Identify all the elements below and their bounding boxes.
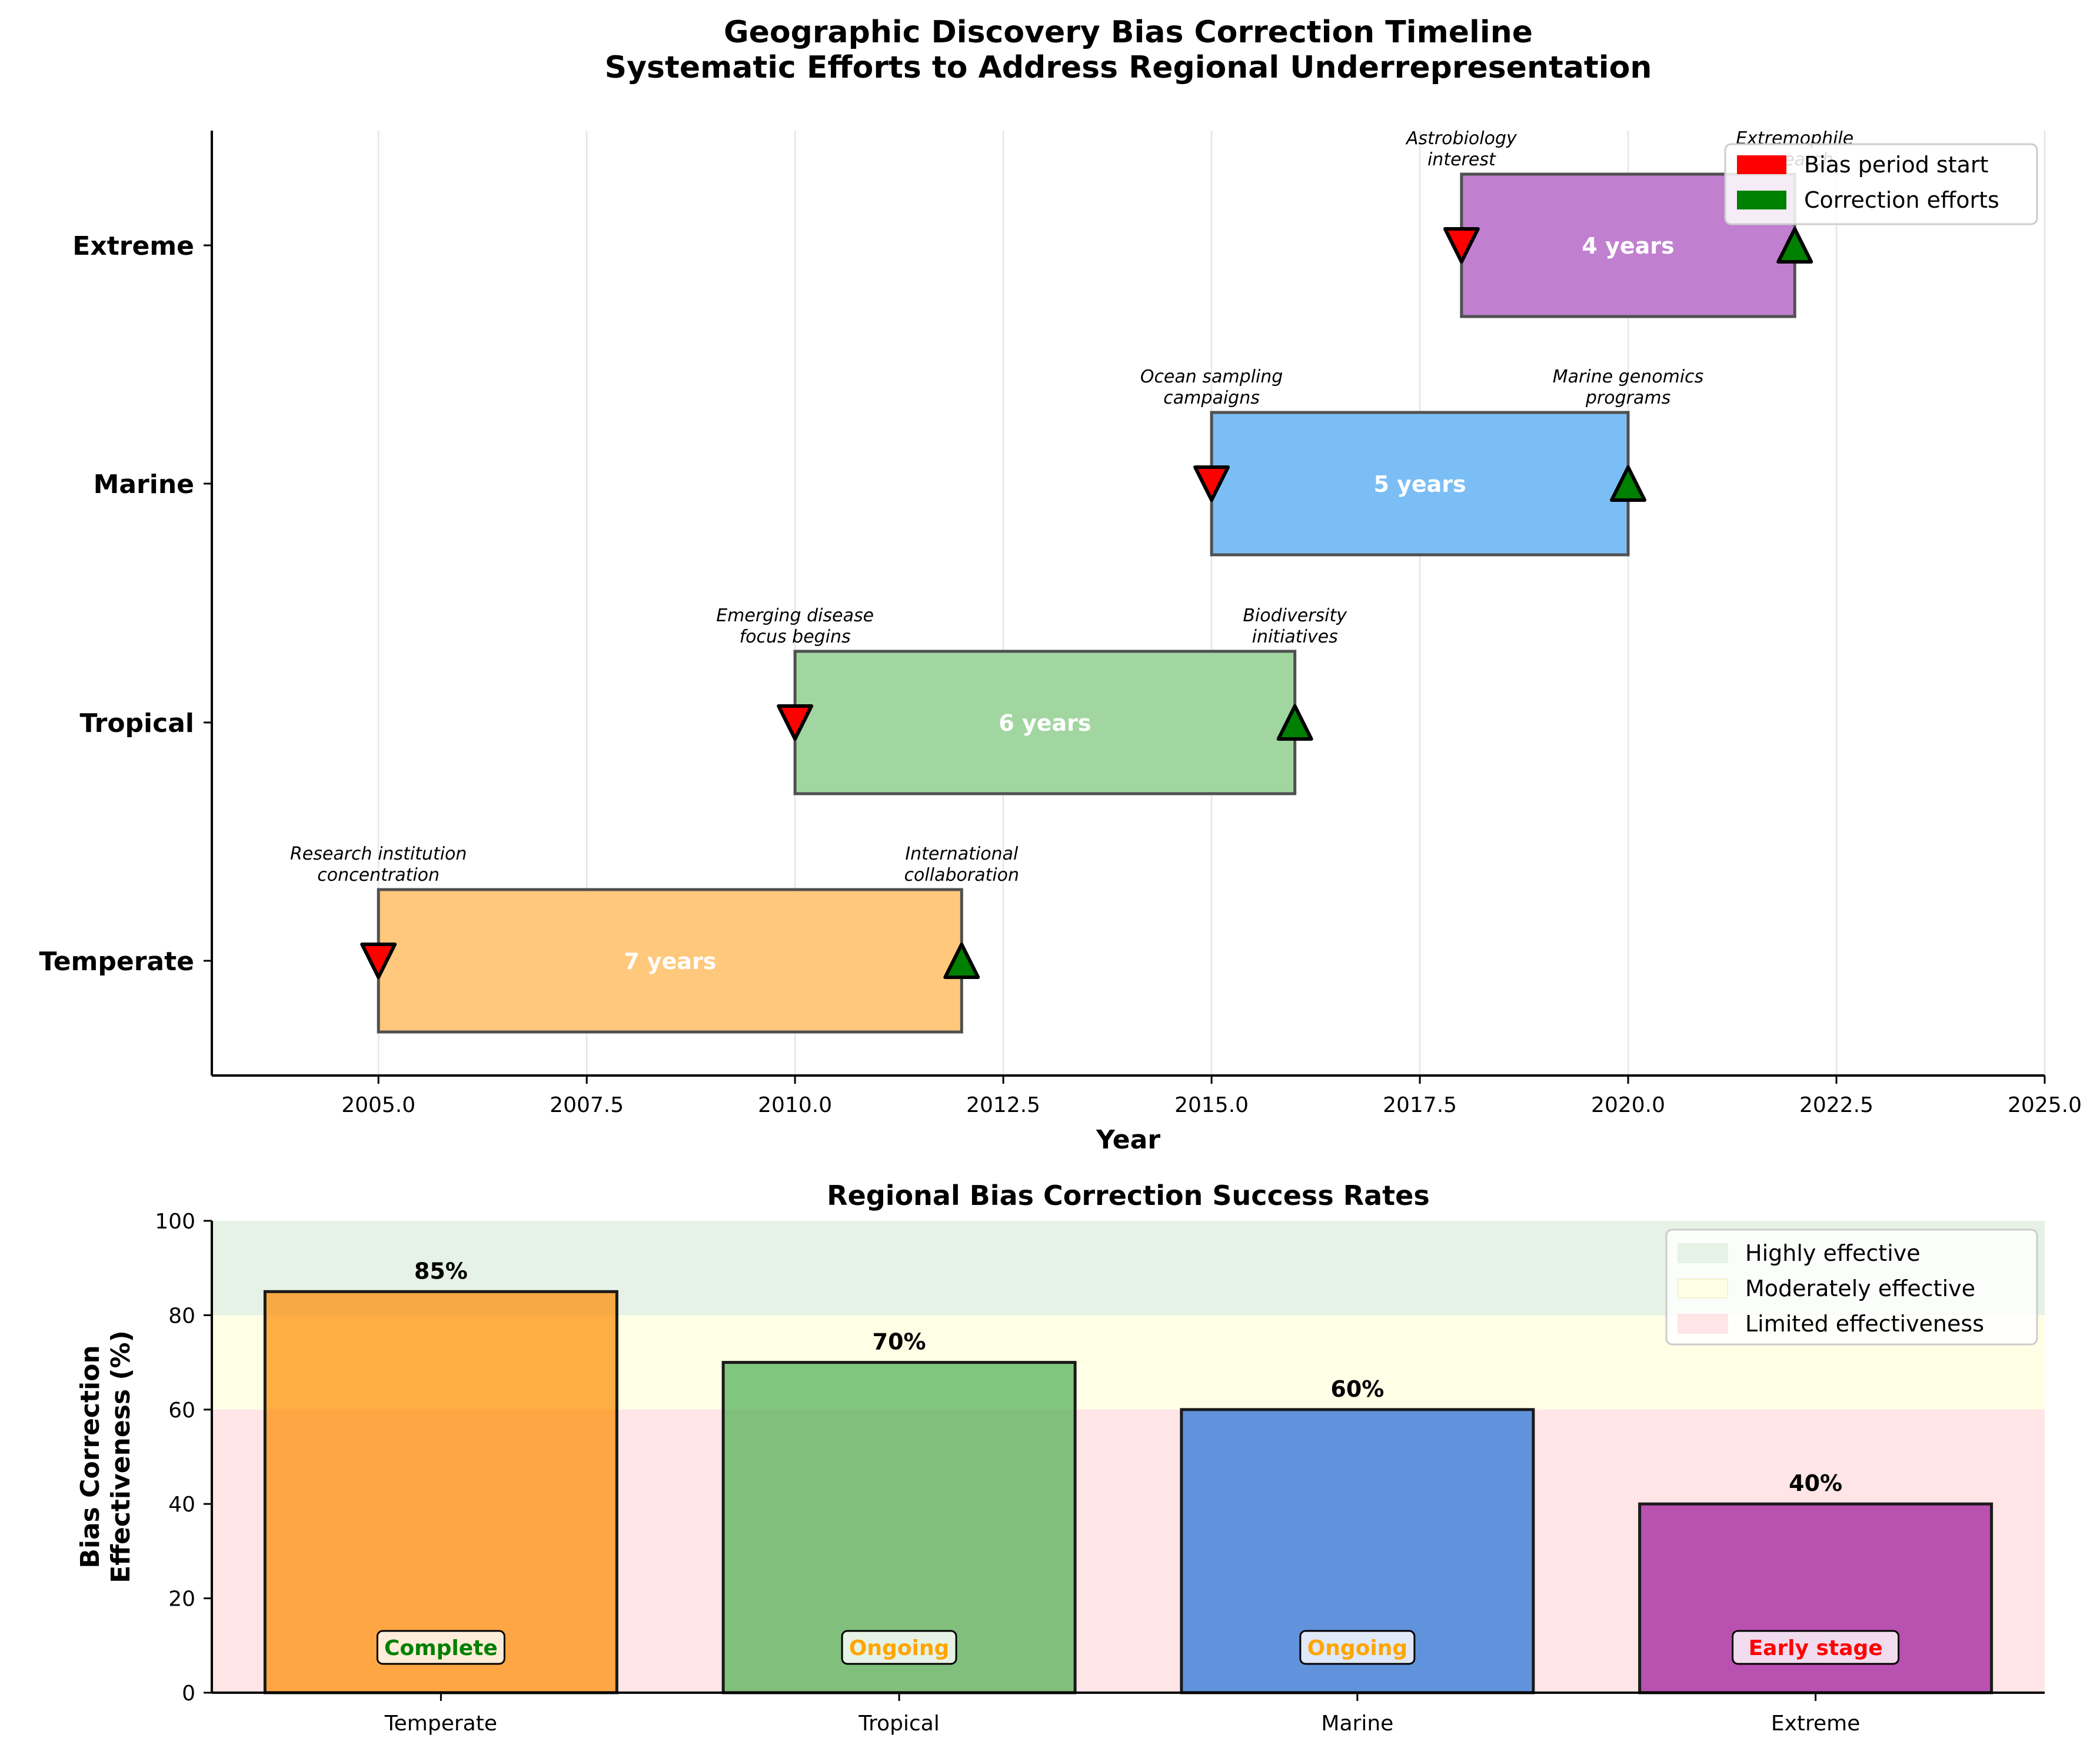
- start-note: Astrobiology interest: [1405, 128, 1517, 170]
- bar: [263, 1290, 618, 1694]
- legend-box: [1665, 1228, 2038, 1346]
- y-tick-label: Marine: [94, 470, 194, 500]
- timeline-chart: Geographic Discovery Bias Correction Tim…: [39, 15, 2082, 1155]
- legend-swatch: [1678, 1314, 1728, 1334]
- timeline-legend: Bias period start Correction efforts: [1724, 143, 2038, 225]
- effectiveness-legend: Highly effective Moderately effective Limi…: [1665, 1228, 2038, 1346]
- x-tick-label: Marine: [1321, 1712, 1393, 1736]
- legend-box: [1724, 143, 2038, 225]
- y-tick-label: 40: [168, 1493, 195, 1517]
- status-label: Early stage: [1749, 1636, 1883, 1660]
- legend-label: Moderately effective: [1745, 1276, 1975, 1301]
- x-tick-label: 2010.0: [758, 1093, 832, 1117]
- legend-label: Bias period start: [1804, 152, 1988, 178]
- y-tick-label: 60: [168, 1399, 195, 1423]
- x-tick-label: Temperate: [384, 1712, 497, 1736]
- y-tick-label: 20: [168, 1587, 195, 1612]
- start-note: Ocean sampling campaigns: [1140, 367, 1283, 408]
- x-tick-label: 2025.0: [2008, 1093, 2082, 1117]
- x-tick-label: 2017.5: [1383, 1093, 1457, 1117]
- legend-swatch: [1737, 191, 1786, 209]
- chart-title: Geographic Discovery Bias Correction Tim…: [605, 15, 1652, 85]
- bias-start-marker: [1193, 465, 1230, 502]
- timeline-bar: [1210, 411, 1630, 557]
- y-tick-label: Temperate: [39, 947, 194, 977]
- correction-end-marker: [943, 943, 980, 979]
- bias-start-marker: [1443, 227, 1480, 264]
- y-axis-label: Bias CorrectionEffectiveness (%): [75, 1330, 136, 1583]
- legend-swatch: [1737, 155, 1786, 174]
- end-note: Marine genomics programs: [1553, 367, 1704, 408]
- bar-value-label: 85%: [414, 1258, 468, 1284]
- x-tick-label: 2012.5: [966, 1093, 1040, 1117]
- timeline-bar: [793, 650, 1297, 795]
- x-tick-label: 2007.5: [550, 1093, 624, 1117]
- x-tick-label: 2020.0: [1591, 1093, 1665, 1117]
- bar-value-label: 70%: [873, 1329, 926, 1355]
- status-label: Ongoing: [849, 1636, 949, 1660]
- y-tick-label: 0: [182, 1682, 195, 1706]
- x-tick-label: 2005.0: [341, 1093, 415, 1117]
- legend-label: Limited effectiveness: [1745, 1311, 1984, 1337]
- status-label: Complete: [384, 1636, 498, 1660]
- x-tick-label: Tropical: [858, 1712, 939, 1736]
- legend-label: Highly effective: [1745, 1240, 1921, 1266]
- correction-end-marker: [1276, 704, 1313, 741]
- status-badge: [376, 1630, 505, 1665]
- status-badge: [1732, 1630, 1900, 1665]
- x-tick-label: 2022.5: [1799, 1093, 1873, 1117]
- bar-value-label: 60%: [1330, 1376, 1384, 1402]
- status-badge: [841, 1630, 957, 1665]
- start-note: Emerging disease focus begins: [716, 605, 874, 647]
- y-tick-label: Extreme: [72, 231, 194, 261]
- y-tick-label: 100: [155, 1210, 195, 1234]
- legend-swatch: [1678, 1243, 1728, 1263]
- bias-start-marker: [777, 704, 814, 741]
- success-rate-chart: Regional Bias Correction Success Rates 85…: [75, 1180, 2045, 1736]
- x-axis-label: Year: [1096, 1125, 1160, 1155]
- start-note: Research institution concentration: [290, 844, 467, 885]
- y-tick-label: Tropical: [79, 708, 194, 738]
- duration-label: 6 years: [999, 710, 1091, 736]
- chart-title: Regional Bias Correction Success Rates: [827, 1180, 1430, 1211]
- x-tick-label: Extreme: [1771, 1712, 1861, 1736]
- correction-end-marker: [1776, 227, 1813, 264]
- y-tick-label: 80: [168, 1304, 195, 1328]
- timeline-bar: [377, 888, 963, 1034]
- duration-label: 5 years: [1373, 471, 1466, 497]
- duration-label: 4 years: [1582, 233, 1674, 259]
- status-badge: [1299, 1630, 1416, 1665]
- bar-value-label: 40%: [1789, 1470, 1842, 1496]
- duration-label: 7 years: [624, 948, 716, 974]
- status-label: Ongoing: [1307, 1636, 1407, 1660]
- correction-end-marker: [1610, 465, 1647, 502]
- end-note: Biodiversity initiatives: [1243, 605, 1347, 647]
- x-tick-label: 2015.0: [1174, 1093, 1249, 1117]
- bias-start-marker: [360, 943, 397, 979]
- legend-swatch: [1678, 1278, 1728, 1298]
- legend-label: Correction efforts: [1804, 187, 1999, 213]
- end-note: International collaboration: [904, 844, 1019, 885]
